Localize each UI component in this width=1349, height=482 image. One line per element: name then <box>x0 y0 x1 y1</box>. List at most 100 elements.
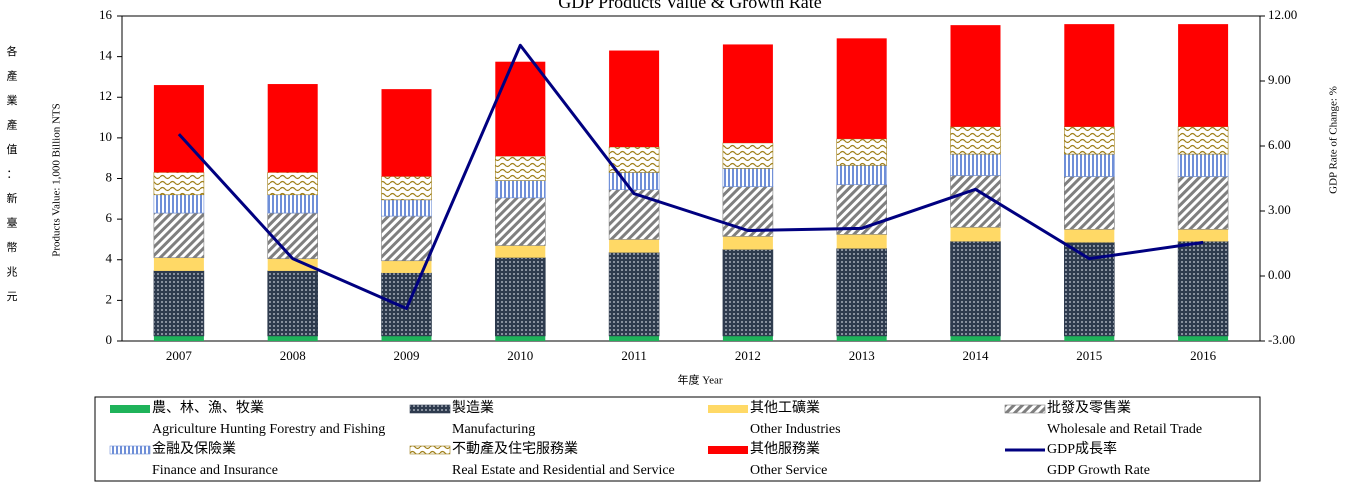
y2-tick-label: 6.00 <box>1268 137 1291 152</box>
bar-segment <box>267 335 318 341</box>
legend-box <box>94 396 1261 482</box>
x-tick-label: 2013 <box>849 348 875 363</box>
y2-tick-label: 3.00 <box>1268 202 1291 217</box>
bar-segment <box>153 212 205 259</box>
legend-label: GDP成長率 <box>1047 440 1117 457</box>
bar-segment <box>836 38 887 139</box>
y2-axis-label: GDP Rate of Change: % <box>1328 86 1340 194</box>
bar-segment <box>609 239 660 253</box>
bar-segment <box>722 142 774 169</box>
bar-segment <box>1064 24 1115 127</box>
bar-segment <box>608 252 660 337</box>
bar-segment <box>836 335 887 341</box>
bar-segment <box>267 270 319 337</box>
bar-segment <box>608 189 660 240</box>
bar-segment <box>494 155 546 181</box>
bar-segment <box>495 335 546 341</box>
legend-label-en: Wholesale and Retail Trade <box>1047 422 1202 437</box>
bar-segment <box>836 138 888 166</box>
x-tick-label: 2011 <box>621 348 647 363</box>
x-tick-label: 2012 <box>735 348 761 363</box>
x-axis-label: 年度 Year <box>677 373 722 387</box>
legend-swatch <box>1004 404 1046 414</box>
x-tick-label: 2015 <box>1076 348 1102 363</box>
bar-segment <box>1178 229 1229 242</box>
y2-tick-label: -3.00 <box>1268 332 1295 347</box>
bar-segment <box>950 153 1001 176</box>
bar-segment <box>1177 126 1229 155</box>
legend-swatch <box>708 446 748 454</box>
legend-label-en: GDP Growth Rate <box>1047 463 1150 478</box>
bar-segment <box>1178 24 1229 127</box>
legend-label: 其他工礦業 <box>750 399 820 416</box>
legend-label: 其他服務業 <box>750 441 820 457</box>
bar-segment <box>381 89 432 177</box>
y-tick-label: 8 <box>106 169 113 184</box>
bar-segment <box>495 61 546 157</box>
bar-segment <box>950 126 1001 155</box>
y2-tick-label: 9.00 <box>1268 72 1291 87</box>
bar-segment <box>836 248 888 337</box>
bar-segment <box>722 186 774 237</box>
bar-segment <box>608 146 660 173</box>
bar-segment <box>381 335 432 341</box>
bar-segment <box>494 180 546 199</box>
x-tick-label: 2009 <box>394 348 420 363</box>
legend-label-en: Other Service <box>750 463 827 478</box>
bar-segment <box>722 236 773 250</box>
y-tick-label: 10 <box>99 129 112 144</box>
bar-segment <box>722 168 774 187</box>
bar-segment <box>381 272 432 337</box>
legend-label-en: Agriculture Hunting Forestry and Fishing <box>152 422 385 437</box>
x-tick-label: 2016 <box>1190 348 1217 363</box>
bar-segment <box>494 197 546 246</box>
legend-swatch <box>109 445 151 455</box>
legend-label-en: Finance and Insurance <box>152 463 278 478</box>
bar-segment <box>950 241 1001 337</box>
bar-segment <box>950 25 1001 127</box>
bar-segment <box>381 199 432 217</box>
y-tick-label: 16 <box>99 7 113 22</box>
legend-label: 不動產及住宅服務業 <box>452 440 578 457</box>
bar-segment <box>1064 153 1115 177</box>
x-tick-label: 2008 <box>280 348 306 363</box>
legend-swatch <box>409 445 451 455</box>
y-tick-label: 0 <box>106 332 113 347</box>
y2-tick-label: 12.00 <box>1268 7 1297 22</box>
bar-segment <box>950 335 1001 341</box>
bar-segment <box>153 257 204 271</box>
bar-segment <box>153 335 204 341</box>
bar-segment <box>1178 335 1229 341</box>
legend-swatch <box>409 404 451 414</box>
bar-segment <box>1177 153 1229 177</box>
bar-segment <box>153 270 205 337</box>
bar-segment <box>609 335 660 341</box>
bar-segment <box>267 212 319 260</box>
bar-segment <box>722 335 773 341</box>
y-tick-label: 14 <box>99 48 113 63</box>
y-tick-label: 6 <box>106 210 113 225</box>
legend-label: 製造業 <box>452 400 494 416</box>
legend-swatch <box>708 405 748 413</box>
bar-segment <box>1177 176 1229 230</box>
bar-segment <box>722 249 774 337</box>
bar-segment <box>153 194 205 214</box>
line-series <box>177 43 1204 310</box>
legend-label-en: Manufacturing <box>452 422 535 437</box>
legend-label-en: Other Industries <box>750 422 841 437</box>
bar-segment <box>1064 335 1115 341</box>
y-tick-label: 12 <box>99 88 112 103</box>
bar-segment <box>1177 241 1229 337</box>
bar-segment <box>608 172 660 190</box>
bar-segment <box>1064 176 1115 230</box>
chart-title: GDP Products Value & Growth Rate <box>558 0 821 12</box>
bar-segment <box>267 172 319 196</box>
legend-label: 金融及保險業 <box>152 441 236 457</box>
bar-segment <box>836 164 888 185</box>
legend-label: 批發及零售業 <box>1047 400 1131 416</box>
legend-label-en: Real Estate and Residential and Service <box>452 463 675 478</box>
y2-tick-label: 0.00 <box>1268 267 1291 282</box>
bar-segment <box>153 172 205 196</box>
bar-segment <box>836 184 888 235</box>
